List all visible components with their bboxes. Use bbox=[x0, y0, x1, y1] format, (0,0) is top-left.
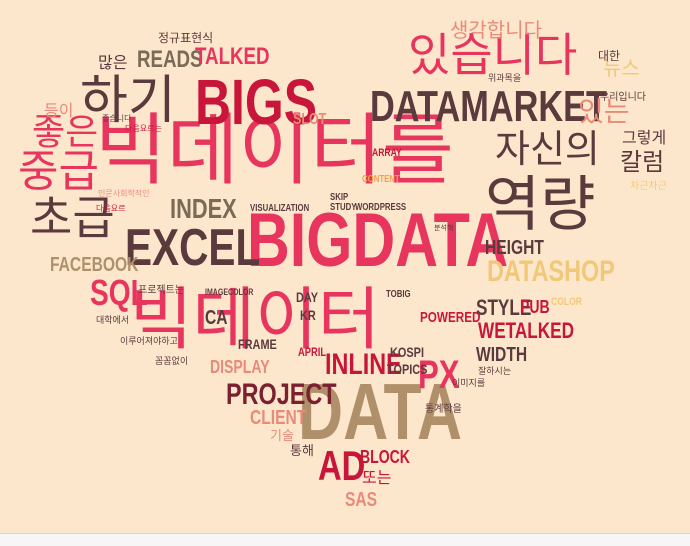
word-visualization: VISUALIZATION bbox=[250, 203, 310, 214]
word-study: STUDY bbox=[330, 202, 357, 213]
word-wigwamok: 위과목을 bbox=[488, 74, 522, 84]
word-jalhasineun: 잘하시는 bbox=[478, 367, 512, 377]
word-joeun: 좋은 bbox=[32, 112, 99, 153]
word-maneun: 많은 bbox=[98, 53, 128, 72]
word-kospi: KOSPI bbox=[390, 344, 424, 360]
word-wetalked: WETALKED bbox=[478, 318, 574, 343]
word-slot: SLOT bbox=[293, 111, 327, 128]
word-kkomkkom: 꼼꼼없이 bbox=[155, 357, 189, 367]
window-bottom-bar bbox=[0, 533, 690, 546]
word-datashop: DATASHOP bbox=[487, 255, 615, 288]
word-style: STYLE bbox=[476, 295, 532, 320]
word-reads: READS bbox=[137, 46, 203, 73]
word-nyuseu: 뉴스 bbox=[603, 56, 640, 80]
word-uriimnida: 우리입니다 bbox=[600, 92, 646, 103]
word-kr: KR bbox=[300, 307, 316, 323]
word-itseumnida: 있습니다 bbox=[408, 28, 578, 82]
word-height: HEIGHT bbox=[485, 237, 544, 259]
word-yeokryang: 역량 bbox=[485, 170, 596, 240]
word-bunseokhae: 분석해 bbox=[434, 224, 454, 232]
word-hagi: 하기 bbox=[80, 71, 176, 131]
word-chogeup: 초급 bbox=[30, 191, 115, 245]
word-inline: INLINE bbox=[325, 348, 402, 381]
word-project: PROJECT bbox=[226, 378, 337, 411]
word-datamarket: DATAMARKET bbox=[370, 82, 608, 131]
word-project-ko: 프로젝트는 bbox=[138, 285, 184, 296]
word-bigdata-ko-top: 빅데이터를 bbox=[95, 106, 454, 196]
word-sas: SAS bbox=[345, 489, 378, 511]
word-index: INDEX bbox=[170, 193, 237, 224]
word-imagecolor: IMAGECOLOR bbox=[205, 287, 254, 297]
word-jeonggyu: 정규표현식 bbox=[158, 31, 214, 45]
word-day: DAY bbox=[296, 289, 319, 305]
word-color: COLOR bbox=[551, 296, 582, 308]
word-saenggak: 생각합니다 bbox=[450, 18, 542, 42]
word-bigdata: BIGDATA bbox=[247, 198, 509, 283]
word-talked: TALKED bbox=[195, 43, 270, 70]
word-pub: PUB bbox=[520, 297, 550, 317]
word-tobig: TOBIG bbox=[386, 289, 411, 300]
word-bigs: BIGS bbox=[195, 66, 318, 138]
word-gisul: 기술 bbox=[270, 429, 294, 444]
word-px: PX bbox=[418, 353, 460, 397]
word-daehageseo: 대학에서 bbox=[96, 316, 130, 326]
word-ttoneun: 또는 bbox=[362, 468, 392, 487]
word-tonghae: 통해 bbox=[290, 444, 314, 459]
word-frame: FRAME bbox=[238, 336, 277, 352]
word-content: CONTENT bbox=[362, 174, 400, 185]
word-bigdata-ko-mid: 빅데이터 bbox=[130, 281, 381, 360]
word-tonggyehak: 통계학을 bbox=[425, 404, 462, 415]
word-skip: SKIP bbox=[330, 192, 349, 203]
word-jotseumnida: 좋습니다 bbox=[102, 114, 132, 123]
word-deungi: 등이 bbox=[44, 101, 74, 120]
word-topics: TOPICS bbox=[387, 361, 428, 377]
word-junggeup: 중급 bbox=[18, 146, 99, 197]
word-client: CLIENT bbox=[250, 407, 307, 429]
word-wordpress: WORDPRESS bbox=[355, 202, 407, 213]
word-daehan: 대한 bbox=[598, 49, 621, 63]
word-daeumyoreu: 다음요르 bbox=[96, 204, 126, 213]
word-kalleom: 칼럼 bbox=[620, 148, 665, 176]
word-itneun: 있는 bbox=[578, 95, 630, 128]
word-powered: POWERED bbox=[420, 309, 481, 326]
word-geureoke: 그렇게 bbox=[622, 128, 667, 147]
word-data: DATA bbox=[298, 367, 463, 456]
word-inmunsahoe: 인문사회학적인 bbox=[98, 189, 150, 198]
word-daeumyoreuneun: 다음요르는 bbox=[125, 124, 162, 133]
word-april: APRIL bbox=[298, 345, 327, 359]
word-imijireul: 이미지를 bbox=[452, 379, 486, 389]
word-irueojyeoya: 이루어져야하고 bbox=[120, 337, 178, 347]
word-jasinui: 자신의 bbox=[495, 127, 600, 171]
word-width: WIDTH bbox=[476, 344, 528, 366]
word-chageun: 차근차근 bbox=[630, 181, 667, 192]
word-excel: EXCEL bbox=[125, 219, 261, 277]
word-array: ARRAY bbox=[372, 147, 402, 159]
word-block: BLOCK bbox=[360, 447, 410, 467]
word-ca: CA bbox=[205, 307, 228, 329]
word-facebook: FACEBOOK bbox=[50, 254, 139, 276]
word-sql: SQL bbox=[90, 272, 148, 313]
word-display: DISPLAY bbox=[210, 357, 270, 377]
word-ad: AD bbox=[318, 442, 366, 489]
